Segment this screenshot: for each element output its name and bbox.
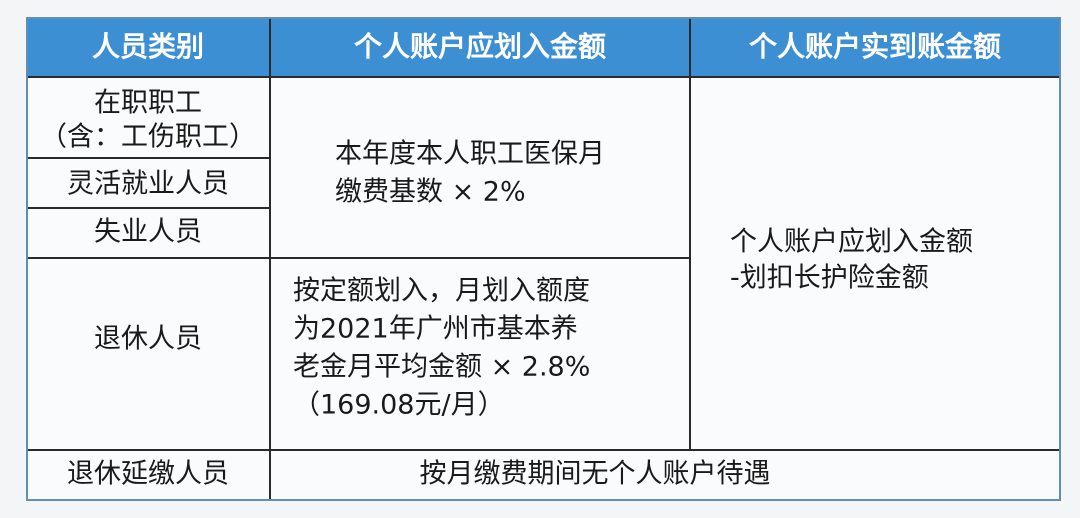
table-border [26,17,1061,501]
category-cell: 退休人员 [94,324,202,355]
header-cell: 个人账户实到账金额 [749,30,1001,63]
table-body [27,77,1060,500]
amount-text: 本年度本人职工医保月 [335,139,605,170]
header-row [27,18,1060,77]
category-cell: （含：工伤职工） [40,122,256,153]
header-cell: 个人账户应划入金额 [354,30,606,63]
header-cell: 人员类别 [92,30,204,63]
amount-text: 缴费基数 × 2% [335,177,526,208]
category-cell: 在职职工 [94,88,202,119]
amount-text: （169.08元/月） [293,390,505,421]
actual-text: 个人账户应划入金额 [730,227,973,258]
actual-text: -划扣长护险金额 [730,263,929,294]
amount-text: 按定额划入，月划入额度 [293,276,590,307]
amount-text: 老金月平均金额 × 2.8% [293,352,590,383]
category-cell: 失业人员 [94,217,202,248]
note-text: 按月缴费期间无个人账户待遇 [420,459,771,490]
amount-text: 为2021年广州市基本养 [293,314,578,345]
category-cell: 退休延缴人员 [67,459,229,490]
category-cell: 灵活就业人员 [67,169,229,200]
